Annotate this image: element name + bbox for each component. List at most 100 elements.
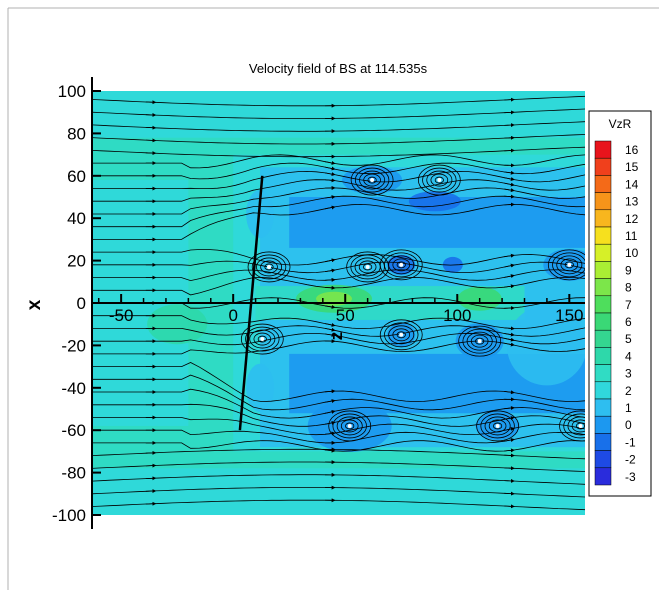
streamline-arrow (504, 284, 515, 289)
vortex-ring (251, 254, 287, 280)
streamline (92, 154, 585, 169)
vortex-ring (388, 255, 415, 275)
vortex-ring (563, 413, 585, 439)
streamline-arrow (324, 172, 336, 177)
vortex-ring (336, 416, 363, 436)
x-axis: -50 0 50 100 150 (92, 294, 585, 325)
streamline-arrow (324, 322, 336, 327)
vortex-center (399, 262, 404, 267)
streamline-arrow (504, 337, 515, 342)
x-tick-label: 50 (336, 306, 355, 325)
streamline (92, 362, 585, 403)
streamline (92, 134, 585, 145)
vortex-ring (257, 335, 267, 343)
y-tick-label: -60 (61, 421, 86, 440)
vortex-ring (466, 331, 493, 351)
vortex-center (347, 423, 352, 428)
streamline (92, 146, 585, 158)
colorbar-swatch (594, 192, 612, 211)
colorbar-label: 14 (625, 177, 639, 191)
colorbar-swatch (594, 329, 612, 348)
vortex-ring (384, 322, 419, 348)
streamline (92, 332, 585, 346)
streamline (92, 260, 585, 274)
vortex-ring (328, 410, 372, 442)
vortex-ring (363, 263, 373, 271)
vortex-ring (476, 410, 520, 442)
vortex-cores (240, 164, 585, 442)
vortex-ring (462, 328, 497, 354)
colorbar-swatch (594, 278, 612, 297)
vortex-ring (379, 249, 423, 281)
streamline (92, 179, 585, 202)
streamline-arrow (504, 390, 515, 395)
chart-title: Velocity field of BS at 114.535s (249, 61, 428, 76)
streamline-arrow (504, 263, 515, 268)
colorbar-label: 4 (625, 349, 632, 363)
streamline-arrow (504, 426, 515, 431)
streamline (92, 195, 585, 228)
streamline (92, 448, 585, 460)
colorbar-swatch (594, 467, 612, 486)
streamline (92, 170, 585, 189)
colorbar-label: 15 (625, 160, 639, 174)
streamline-arrow (504, 253, 515, 258)
vortex-center (437, 178, 442, 183)
streamline-arrow (504, 438, 515, 442)
colorbar-swatch (594, 364, 612, 383)
vortex-ring (575, 422, 585, 430)
streamline-arrow (504, 326, 515, 331)
streamline-arrow (324, 268, 336, 273)
y-tick-label: 100 (58, 82, 86, 101)
streamline (92, 374, 585, 411)
vortex-ring (480, 413, 515, 439)
streamlines (92, 95, 585, 511)
streamline (92, 325, 585, 337)
streamline-arrow (504, 177, 515, 181)
colorbar-label: 12 (625, 212, 639, 226)
y-axis-label: x (24, 299, 45, 310)
vortex-ring (571, 419, 585, 433)
streamline (92, 162, 585, 180)
vortex-ring (493, 422, 503, 430)
streamline (92, 95, 585, 107)
y-tick-label: 60 (67, 167, 86, 186)
colorbar-label: 1 (625, 401, 632, 415)
vortex-ring (567, 416, 585, 436)
streamline-arrow (504, 194, 515, 199)
colorbar-label: 9 (625, 263, 632, 277)
streamline-arrow (324, 160, 336, 165)
colorbar-label: 5 (625, 332, 632, 346)
streamline-arrow (504, 182, 515, 187)
vortex-center (477, 339, 482, 344)
streamline (92, 108, 585, 119)
vortex-ring (556, 255, 583, 275)
vortex-center (260, 337, 265, 342)
streamline-arrow (504, 274, 515, 279)
vortex-ring (247, 251, 291, 283)
colorbar-swatch (594, 209, 612, 228)
y-tick-label: -80 (61, 464, 86, 483)
streamline-arrow (325, 195, 336, 200)
vortex-ring (264, 263, 274, 271)
streamline-arrow (504, 342, 515, 347)
colorbar-label: 11 (625, 229, 638, 243)
vortex-ring (392, 328, 411, 342)
vortex-ring (388, 325, 415, 345)
colorbar-swatch (594, 398, 612, 417)
vortex-ring (253, 332, 272, 346)
streamline (92, 187, 585, 215)
colorbar-title: VzR (609, 117, 632, 131)
vortex-ring (417, 164, 461, 196)
streamline-arrow (504, 406, 515, 410)
streamline-arrow (324, 258, 336, 263)
colorbar-swatch (594, 381, 612, 400)
y-tick-label: -40 (61, 379, 86, 398)
vortex-center (578, 423, 583, 428)
streamline (92, 269, 585, 282)
streamline (92, 315, 585, 330)
vortex-ring (260, 260, 278, 274)
vortex-ring (367, 176, 377, 184)
colorbar-swatch (594, 347, 612, 365)
vortex-ring (396, 261, 406, 269)
